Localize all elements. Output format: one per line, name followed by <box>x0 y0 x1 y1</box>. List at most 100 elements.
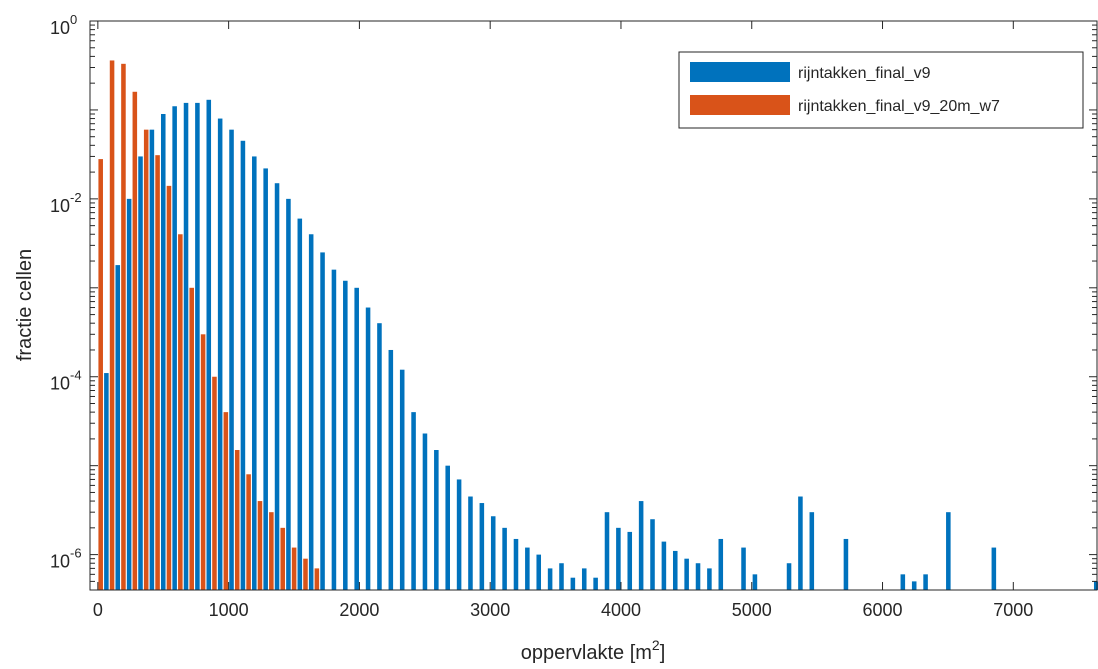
bar-series-1 <box>172 106 177 590</box>
bar-series-1 <box>320 252 325 590</box>
legend-label-series-2: rijntakken_final_v9_20m_w7 <box>798 98 1000 115</box>
bar-series-1 <box>695 563 701 590</box>
bar-series-1 <box>240 140 246 590</box>
ticks-layer: 0 1000 2000 3000 4000 5000 6000 7000 10-6 10-4 10-… <box>50 12 1097 620</box>
bar-series-1 <box>741 547 746 590</box>
bar-series-1 <box>923 574 928 590</box>
bar-series-1 <box>160 114 166 590</box>
bar-series-1 <box>900 574 906 590</box>
legend-label-series-1: rijntakken_final_v9 <box>798 65 931 82</box>
x-tick-label: 3000 <box>470 600 510 620</box>
bar-series-2 <box>212 376 217 590</box>
bar-series-1 <box>422 433 428 590</box>
bar-series-1 <box>445 465 450 590</box>
bar-series-2 <box>303 558 308 590</box>
bar-series-1 <box>707 568 712 590</box>
bar-series-2 <box>314 568 320 590</box>
x-tick-label: 2000 <box>339 600 379 620</box>
legend: rijntakken_final_v9 rijntakken_final_v9_… <box>678 51 1084 129</box>
bar-series-1 <box>365 307 371 590</box>
plot-frame <box>89 20 1098 591</box>
bar-series-2 <box>121 63 126 590</box>
bar-series-1 <box>388 349 394 590</box>
bar-series-1 <box>559 563 564 590</box>
bar-series-1 <box>263 168 268 591</box>
bar-series-1 <box>115 265 121 590</box>
bar-series-2 <box>132 91 138 590</box>
bar-series-1 <box>468 496 473 590</box>
bar-series-1 <box>593 577 598 590</box>
bar-series-2 <box>109 60 115 590</box>
bar-series-1 <box>286 198 291 590</box>
bar-series-1 <box>536 554 542 590</box>
bar-series-1 <box>252 156 257 590</box>
bar-series-1 <box>195 102 200 590</box>
bar-series-1 <box>308 234 314 590</box>
bar-series-1 <box>786 563 792 590</box>
bar-series-1 <box>616 527 621 590</box>
bar-series-1 <box>502 527 507 590</box>
bar-series-1 <box>343 280 348 590</box>
bar-series-1 <box>798 496 803 590</box>
x-tick-label: 4000 <box>601 600 641 620</box>
bar-series-1 <box>1093 581 1098 590</box>
x-tick-label: 6000 <box>862 600 902 620</box>
bar-series-1 <box>547 568 553 590</box>
x-tick-label: 0 <box>93 600 103 620</box>
bar-series-1 <box>752 574 758 590</box>
bar-series-1 <box>991 547 997 590</box>
bar-series-2 <box>189 287 194 590</box>
bar-series-1 <box>809 512 815 590</box>
bar-series-2 <box>280 527 286 590</box>
bar-series-1 <box>229 129 234 590</box>
y-tick-label: 10-2 <box>50 190 82 216</box>
bar-series-1 <box>684 558 689 590</box>
bar-series-1 <box>581 568 587 590</box>
bar-series-1 <box>604 512 610 590</box>
bar-series-2 <box>155 155 160 591</box>
bar-series-1 <box>456 479 462 590</box>
y-axis-label: fractie cellen <box>14 249 36 361</box>
bar-series-1 <box>650 519 655 590</box>
bar-series-1 <box>513 538 519 590</box>
x-tick-label: 1000 <box>209 600 249 620</box>
bars-layer <box>98 60 1098 591</box>
bar-series-1 <box>183 102 189 590</box>
bar-series-1 <box>399 369 405 590</box>
bar-series-2 <box>143 129 149 590</box>
bar-series-1 <box>525 547 530 590</box>
bar-series-1 <box>672 550 678 590</box>
bar-series-1 <box>638 501 644 590</box>
bar-series-1 <box>206 99 212 591</box>
bar-series-1 <box>843 538 849 590</box>
bar-series-2 <box>269 512 274 590</box>
bar-series-2 <box>223 412 229 590</box>
bar-series-1 <box>434 450 439 590</box>
y-tick-label: 10-6 <box>50 546 82 572</box>
bar-series-1 <box>354 287 359 590</box>
bar-series-1 <box>661 541 667 590</box>
bar-series-2 <box>246 474 251 590</box>
x-tick-label: 7000 <box>993 600 1033 620</box>
bar-series-1 <box>490 516 496 590</box>
bar-series-2 <box>257 501 263 590</box>
bar-series-1 <box>149 129 155 590</box>
bar-series-2 <box>291 547 297 590</box>
legend-swatch-series-2 <box>690 95 790 115</box>
bar-series-1 <box>570 577 576 590</box>
bar-series-2 <box>200 334 206 590</box>
bar-series-1 <box>718 538 724 590</box>
bar-series-1 <box>627 531 633 590</box>
bar-series-1 <box>126 198 132 590</box>
y-tick-label: 10-4 <box>50 368 82 394</box>
y-tick-label: 100 <box>50 12 77 38</box>
bar-series-1 <box>377 323 382 590</box>
bar-series-1 <box>297 218 303 590</box>
bar-series-1 <box>104 373 109 590</box>
bar-series-1 <box>479 503 485 590</box>
bar-series-1 <box>274 183 280 590</box>
legend-swatch-series-1 <box>690 62 790 82</box>
x-axis-label: oppervlakte [m2] <box>521 637 666 664</box>
